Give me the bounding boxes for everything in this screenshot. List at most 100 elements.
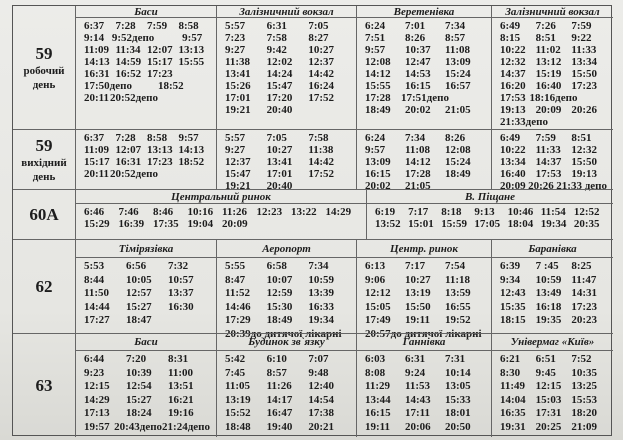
departure-time: 14:29	[84, 393, 110, 406]
departure-time: 19:34	[308, 314, 334, 326]
departure-time: 15:55	[365, 80, 391, 92]
departure-time: 9:23	[84, 366, 105, 379]
departure-time: 6:56	[126, 260, 147, 272]
departure-time: 13:19	[225, 393, 251, 406]
time-row: 16:31 16:52 17:23	[84, 68, 210, 80]
departure-time: 11:34	[115, 44, 141, 56]
departure-time	[308, 104, 350, 116]
departure-time: 16:18	[535, 300, 562, 313]
departure-time: 7:07	[308, 353, 329, 365]
departure-time: 11:05	[225, 380, 251, 392]
departure-time: 18:47	[126, 314, 152, 326]
departure-time	[291, 218, 326, 230]
time-row: 17:49 19:11 19:52	[365, 314, 485, 328]
departure-time: 5:53	[84, 260, 105, 272]
departure-time: 15:47	[225, 168, 251, 180]
departure-time: 11:26	[266, 380, 292, 392]
departure-time: 6:37	[84, 20, 105, 32]
departure-time: 15:47	[266, 80, 293, 92]
departure-time: 13:09	[365, 156, 391, 168]
time-row: 8:08 9:24 10:14	[365, 367, 485, 381]
destination-block: Веретенівка 6:24 7:01 7:34 7:51 8:26 8:57 9:57 1…	[356, 6, 491, 129]
departure-time: 8:18	[441, 206, 462, 218]
departure-time: 15:50	[571, 156, 597, 168]
departure-time: 12:32	[571, 144, 597, 156]
departure-time: 6:21	[500, 353, 521, 365]
departure-time: 19:35	[535, 314, 562, 326]
departure-time: 16:35	[500, 407, 526, 419]
time-row: 5:57 6:31 7:05	[225, 20, 350, 32]
departure-time: 19:52	[445, 314, 471, 326]
departure-time: 20:09	[222, 218, 248, 230]
departure-time	[168, 314, 210, 328]
departure-time: 9:34	[500, 273, 521, 286]
departure-times: 6:49 7:26 7:59 8:15 8:51 9:22 10:22 11:02 11:33 1…	[492, 18, 613, 128]
departure-time: 19:57	[84, 420, 110, 433]
departure-time: 12:07	[147, 44, 173, 56]
time-row: 7:45 8:57 9:48	[225, 367, 350, 381]
departure-time: 11:54	[540, 206, 566, 218]
time-row: 15:26 15:47 16:24	[225, 80, 350, 92]
departure-time: 15:33	[445, 393, 471, 406]
departure-time: 15:52	[225, 407, 251, 419]
departure-time: 16:21	[168, 393, 194, 406]
departure-time	[154, 32, 182, 44]
time-row: 13:19 14:17 14:54	[225, 394, 350, 408]
time-row: 11:49 12:15 13:25	[500, 380, 607, 394]
departure-time: 6:03	[365, 353, 386, 365]
destination-block: Баси 6:37 7:28 7:59 8:58 9:14 9:52депо 9:57 11:0…	[75, 6, 216, 129]
time-row: 12:32 13:12 13:34	[500, 56, 607, 68]
departure-time: 13:44	[365, 393, 391, 406]
time-row: 19:13 20:09 20:26	[500, 104, 607, 116]
destination-header: Баранівка	[492, 240, 613, 258]
destination-block: Залізничний вокзал 6:49 7:26 7:59 8:15 8:51 9:…	[491, 6, 613, 129]
time-row: 7:23 7:58 8:27	[225, 32, 350, 44]
departure-time: 6:51	[535, 353, 556, 365]
departure-times: 6:49 7:59 8:51 10:22 11:33 12:32 13:34 14:37 15:…	[492, 130, 613, 192]
time-row: 13:44 14:43 15:33	[365, 394, 485, 408]
departure-time: 18:52	[157, 80, 184, 92]
time-row: 6:03 6:31 7:31	[365, 353, 485, 367]
time-row: 6:39 7 :45 8:25	[500, 260, 607, 274]
destination-block: Центр. ринок 6:13 7:17 7:54 9:06 10:27 11:18 12…	[356, 239, 491, 340]
time-row: 9:14 9:52депо 9:57	[84, 32, 210, 44]
departure-time: 7:45	[225, 366, 246, 379]
route-cell: 59 робочий день	[13, 6, 75, 129]
time-row: 19:57 20:43депо 21:24депо	[84, 421, 210, 435]
departure-time: 7:52	[571, 353, 592, 365]
departure-time: 16:15	[365, 168, 391, 180]
departure-time: 15:35	[500, 300, 526, 313]
departure-time	[326, 218, 361, 230]
departure-time: 16:31	[115, 156, 142, 168]
departure-time: 17:50депо	[84, 80, 132, 92]
departure-time: 19:40	[266, 420, 293, 433]
departure-time: 10:35	[571, 366, 597, 379]
time-row: 17:53 18:16депо	[500, 92, 607, 104]
departure-time: 6:31	[266, 20, 287, 32]
destination-header: Центральний ринок	[76, 190, 366, 204]
departure-time: 6:49	[500, 20, 521, 32]
departure-time: 17:20	[266, 92, 293, 104]
departure-time: 16:15	[365, 407, 391, 419]
time-row: 20:11 20:52депо	[84, 92, 210, 104]
departure-time: 7 :45	[535, 260, 559, 272]
departure-time: 14:43	[405, 393, 431, 406]
departure-time: 13:19	[405, 287, 431, 299]
departure-time: 18:01	[445, 407, 471, 419]
time-row: 6:24 7:34 8:26	[365, 132, 485, 144]
departure-time	[449, 92, 485, 104]
departure-time: 12:15	[84, 380, 110, 392]
departure-time: 16:30	[168, 300, 194, 313]
time-row: 14:29 15:27 16:21	[84, 394, 210, 408]
departure-time: 7:34	[445, 20, 466, 32]
departure-time: 7:23	[225, 32, 246, 44]
time-row: 5:55 6:58 7:34	[225, 260, 350, 274]
departure-time: 11:29	[365, 380, 391, 392]
departure-times: 6:19 7:17 8:18 9:13 10:46 11:54 12:52 13:52 15:0…	[367, 204, 613, 230]
departure-time: 13:52	[375, 218, 401, 230]
departure-time: 12:07	[115, 144, 142, 156]
destination-header: Залізничний вокзал	[492, 6, 613, 18]
departure-time: 12:08	[365, 56, 391, 68]
departure-time	[257, 218, 292, 230]
departure-time: 12:37	[308, 56, 334, 68]
